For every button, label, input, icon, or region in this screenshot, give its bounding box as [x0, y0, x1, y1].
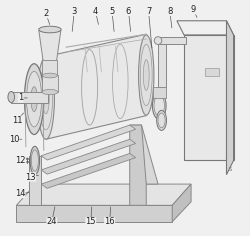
Ellipse shape: [156, 110, 166, 130]
Text: 15: 15: [86, 217, 96, 226]
Polygon shape: [130, 125, 158, 184]
Ellipse shape: [42, 89, 58, 95]
Text: 12: 12: [16, 156, 26, 165]
Polygon shape: [16, 205, 172, 222]
Polygon shape: [41, 139, 136, 174]
Polygon shape: [158, 37, 186, 44]
Polygon shape: [39, 31, 61, 61]
Text: 1: 1: [18, 93, 23, 102]
Text: 13: 13: [25, 173, 36, 181]
Text: 16: 16: [104, 217, 115, 226]
Polygon shape: [41, 153, 136, 188]
Text: 9: 9: [191, 5, 196, 14]
Ellipse shape: [8, 92, 14, 102]
Ellipse shape: [138, 35, 154, 115]
Ellipse shape: [31, 87, 38, 111]
Ellipse shape: [30, 146, 40, 175]
Text: 14: 14: [15, 189, 25, 198]
Polygon shape: [42, 60, 57, 76]
Ellipse shape: [39, 26, 61, 33]
Ellipse shape: [39, 66, 52, 130]
Ellipse shape: [38, 57, 54, 139]
Ellipse shape: [154, 95, 164, 116]
Ellipse shape: [42, 73, 58, 78]
Polygon shape: [11, 92, 48, 103]
Text: 7: 7: [146, 7, 151, 16]
Polygon shape: [226, 21, 234, 175]
Polygon shape: [177, 21, 234, 35]
Ellipse shape: [26, 71, 42, 127]
Polygon shape: [46, 34, 146, 139]
Text: 3: 3: [72, 7, 77, 16]
Text: 8: 8: [167, 7, 172, 16]
Text: 2: 2: [43, 9, 49, 18]
Polygon shape: [16, 184, 191, 205]
Ellipse shape: [158, 113, 165, 128]
Text: 4: 4: [93, 7, 98, 16]
Polygon shape: [184, 35, 234, 160]
Ellipse shape: [152, 92, 166, 119]
Text: 5: 5: [110, 7, 115, 16]
Polygon shape: [130, 125, 146, 205]
Text: 10: 10: [9, 135, 19, 144]
Ellipse shape: [43, 82, 49, 114]
Polygon shape: [30, 156, 41, 205]
Text: 24: 24: [46, 217, 57, 226]
Text: S: S: [228, 167, 231, 172]
Ellipse shape: [24, 64, 44, 135]
Polygon shape: [158, 37, 166, 87]
Polygon shape: [153, 87, 166, 98]
Polygon shape: [205, 68, 220, 76]
Polygon shape: [172, 184, 191, 222]
Polygon shape: [42, 75, 58, 92]
Ellipse shape: [143, 60, 149, 90]
Ellipse shape: [140, 44, 152, 106]
Ellipse shape: [31, 150, 38, 171]
Polygon shape: [41, 125, 136, 160]
Text: 11: 11: [12, 116, 22, 125]
Text: 6: 6: [126, 7, 131, 16]
Ellipse shape: [154, 37, 162, 44]
